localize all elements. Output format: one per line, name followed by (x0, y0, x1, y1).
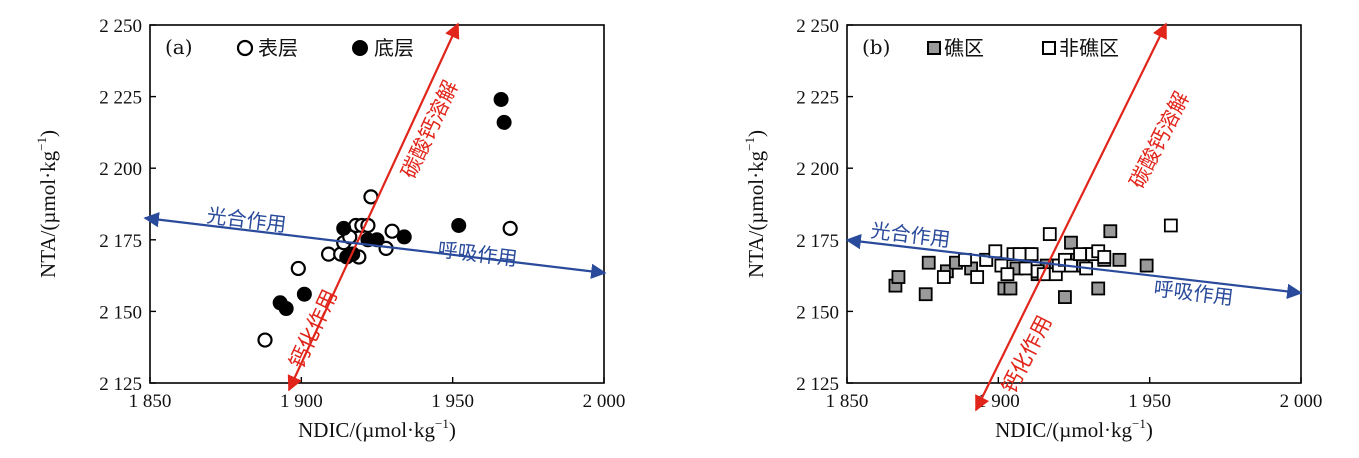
data-point (936, 270, 951, 284)
data-point (1091, 281, 1106, 296)
x-tick-label: 2 000 (583, 391, 626, 412)
data-point (1000, 267, 1015, 282)
data-point (257, 332, 273, 348)
data-point (958, 252, 972, 267)
legend-marker-filled-square (927, 41, 941, 55)
plot-frame (846, 24, 1302, 384)
data-point (502, 220, 518, 236)
chart-panel-a: 1 850 1 900 1 950 2 000 2 125 2 150 2 175 2 200… (0, 0, 679, 458)
x-axis-label: NDIC/(µmol·kg−1) (995, 416, 1153, 442)
data-point (1064, 235, 1078, 250)
annotation-respiration: 呼吸作用 (436, 237, 518, 271)
y-axis-label: NTA/(µmol·kg−1) (34, 130, 60, 278)
scatter-chart-a: 1 850 1 900 1 950 2 000 2 125 2 150 2 175 2 200… (34, 16, 626, 442)
y-tick-label: 2 225 (99, 88, 142, 109)
data-point (1097, 250, 1112, 264)
data-point (1024, 247, 1039, 262)
data-point (278, 301, 294, 317)
data-point (918, 287, 933, 302)
arrow-photosynthesis-respiration (845, 233, 1303, 300)
legend-marker-open-circle (236, 39, 254, 57)
y-tick-label: 2 150 (796, 302, 839, 323)
x-tick-label: 1 950 (431, 391, 474, 412)
data-point (1112, 252, 1127, 267)
panel-label: (b) (862, 35, 890, 59)
data-point (296, 286, 312, 302)
annotation-calcification: 钙化作用 (997, 312, 1057, 398)
panel-label: (a) (165, 35, 193, 59)
x-axis-label: NDIC/(µmol·kg−1) (298, 416, 456, 442)
data-point (1012, 247, 1027, 262)
y-axis-label: NTA/(µmol·kg−1) (742, 130, 768, 278)
data-point (496, 114, 512, 130)
y-tick-label: 2 125 (796, 374, 839, 395)
y-tick-label: 2 150 (99, 302, 142, 323)
arrow-dissolution-calcification (287, 22, 460, 392)
data-point (921, 255, 936, 270)
legend-label-surface: 表层 (258, 36, 298, 60)
x-tick-label: 1 850 (826, 391, 869, 412)
data-point (336, 220, 352, 236)
annotation-dissolution: 碳酸钙溶解 (1125, 88, 1194, 192)
y-tick-label: 2 175 (796, 231, 839, 252)
data-point (891, 270, 906, 284)
y-tick-label: 2 250 (796, 16, 839, 37)
data-point (1058, 290, 1072, 304)
legend-marker-filled-circle (352, 40, 368, 56)
annotation-dissolution: 碳酸钙溶解 (397, 77, 463, 182)
data-point (1018, 261, 1033, 276)
x-tick-label: 2 000 (1280, 391, 1323, 412)
data-point (1103, 224, 1118, 239)
data-point (970, 270, 985, 284)
data-point (1163, 218, 1178, 233)
annotation-photosynthesis: 光合作用 (205, 203, 287, 237)
y-tick-label: 2 200 (99, 159, 142, 180)
legend-label-bottom: 底层 (374, 36, 414, 60)
x-tick-label: 1 850 (129, 391, 172, 412)
arrow-dissolution-calcification (975, 22, 1167, 412)
data-point (290, 260, 306, 277)
y-tick-label: 2 175 (99, 231, 142, 252)
data-point (1139, 258, 1154, 273)
y-tick-label: 2 250 (99, 16, 142, 37)
data-point (451, 217, 467, 233)
y-tick-label: 2 125 (99, 374, 142, 395)
data-point (1003, 281, 1018, 296)
arrow-photosynthesis-respiration (143, 211, 607, 280)
data-point (396, 229, 412, 245)
legend-marker-open-square (1042, 41, 1056, 55)
annotation-photosynthesis: 光合作用 (869, 218, 951, 252)
annotation-respiration: 呼吸作用 (1152, 276, 1234, 310)
data-point (493, 91, 509, 107)
legend-label-reef: 礁区 (944, 36, 984, 60)
x-tick-label: 1 900 (280, 391, 323, 412)
data-point (1042, 227, 1057, 241)
legend-label-nonreef: 非礁区 (1059, 36, 1119, 60)
x-tick-label: 1 950 (1128, 391, 1171, 412)
chart-panel-b: 1 850 1 900 1 950 2 000 2 125 2 150 2 175 2 200… (680, 0, 1359, 458)
y-tick-label: 2 200 (796, 159, 839, 180)
data-point (384, 223, 400, 239)
data-point (988, 244, 1003, 259)
y-tick-label: 2 225 (796, 88, 839, 109)
annotation-calcification: 钙化作用 (285, 286, 342, 372)
data-point (1073, 247, 1087, 262)
